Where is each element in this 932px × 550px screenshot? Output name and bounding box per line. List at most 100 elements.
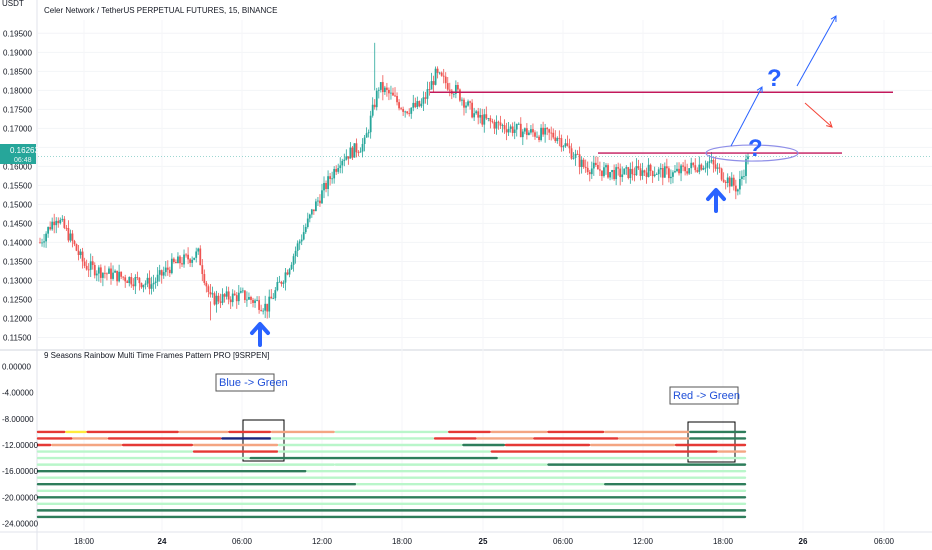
highlight-box-left xyxy=(242,419,285,462)
question-mark-upper: ? xyxy=(767,65,782,92)
candle-body xyxy=(680,165,682,174)
candle-body xyxy=(736,189,739,192)
candle-body xyxy=(365,133,368,138)
candle-body xyxy=(89,261,92,270)
candle-body xyxy=(560,138,563,148)
candle-body xyxy=(617,167,620,169)
countdown-value: 06:48 xyxy=(14,157,32,164)
candle-body xyxy=(596,164,599,170)
candle-body xyxy=(351,147,354,158)
candle-body xyxy=(41,242,43,244)
candle-body xyxy=(747,156,749,160)
candle-body xyxy=(170,258,173,274)
candle-body xyxy=(552,132,555,138)
candle-body xyxy=(95,273,98,276)
candles xyxy=(39,42,749,321)
candle-body xyxy=(416,101,419,107)
candle-body xyxy=(241,290,244,292)
price-tick-label: 0.12000 xyxy=(3,314,32,323)
candle-body xyxy=(175,262,177,264)
price-tick-label: 0.19000 xyxy=(3,48,32,57)
question-mark-lower: ? xyxy=(748,135,763,162)
candle-body xyxy=(438,72,441,74)
candle-body xyxy=(168,269,171,274)
candle-body xyxy=(473,113,476,118)
candle-body xyxy=(164,267,167,273)
candle-body xyxy=(495,121,498,129)
candle-body xyxy=(627,167,630,178)
candle-body xyxy=(142,284,145,288)
time-tick-label: 12:00 xyxy=(633,537,654,546)
candle-body xyxy=(528,132,530,135)
candle-body xyxy=(686,171,689,174)
candle-body xyxy=(688,168,691,174)
candle-body xyxy=(140,283,143,288)
candle-body xyxy=(461,99,463,101)
indicator-tick-label: -4.00000 xyxy=(2,389,34,398)
candle-body xyxy=(312,209,315,212)
candle-body xyxy=(448,89,451,91)
candle-body xyxy=(310,209,313,215)
candle-body xyxy=(233,293,236,296)
candle-body xyxy=(110,268,112,279)
candle-body xyxy=(187,254,189,260)
candle-body xyxy=(491,121,494,123)
candle-body xyxy=(394,95,396,97)
candle-body xyxy=(623,168,626,175)
candle-body xyxy=(728,177,731,187)
candle-body xyxy=(542,127,545,135)
candle-body xyxy=(130,277,133,285)
candle-body xyxy=(487,118,490,119)
candle-body xyxy=(566,143,569,146)
candle-body xyxy=(479,114,482,118)
candle-body xyxy=(367,132,370,134)
candle-body xyxy=(420,103,423,107)
candle-body xyxy=(402,108,405,112)
candle-body xyxy=(422,97,425,104)
candle-body xyxy=(73,241,76,245)
candle-body xyxy=(160,270,163,276)
candle-body xyxy=(229,299,232,303)
candle-body xyxy=(243,290,246,301)
candle-body xyxy=(158,270,161,275)
candle-body xyxy=(550,132,553,134)
candle-body xyxy=(375,90,378,108)
candle-body xyxy=(544,127,547,135)
candle-body xyxy=(379,82,382,90)
candle-body xyxy=(682,165,684,167)
candle-body xyxy=(586,167,589,173)
projection-arrow-down-head xyxy=(826,121,833,128)
projection-arrow-down xyxy=(804,102,833,128)
price-tick-label: 0.18500 xyxy=(3,67,32,76)
candle-body xyxy=(430,81,433,90)
candle-body xyxy=(341,160,344,166)
last-price-value: 0.16263 xyxy=(10,146,39,155)
candle-body xyxy=(258,300,260,310)
candle-body xyxy=(710,160,713,162)
candle-body xyxy=(150,284,153,289)
candle-body xyxy=(302,232,305,240)
price-tick-label: 0.11500 xyxy=(3,333,32,342)
candle-body xyxy=(79,251,82,256)
axes: 0.19500 0.19000 0.18500 0.18000 0.17500 0.170… xyxy=(2,29,895,546)
candle-body xyxy=(246,299,248,301)
candle-body xyxy=(659,167,662,170)
candle-body xyxy=(724,181,727,184)
candle-body xyxy=(412,102,415,108)
candle-body xyxy=(217,295,220,302)
price-tick-label: 0.13000 xyxy=(3,276,32,285)
candle-body xyxy=(239,291,242,293)
candle-body xyxy=(154,281,157,283)
candle-body xyxy=(148,277,151,289)
time-tick-label: 12:00 xyxy=(312,537,333,546)
note-right-box: Red -> Green xyxy=(669,386,740,405)
candle-body xyxy=(292,256,295,265)
candle-body xyxy=(112,272,114,279)
currency-label: USDT xyxy=(2,0,24,8)
candle-body xyxy=(118,271,121,282)
candle-body xyxy=(286,272,289,275)
indicator-tick-label: -8.00000 xyxy=(2,415,34,424)
candle-body xyxy=(655,174,658,175)
